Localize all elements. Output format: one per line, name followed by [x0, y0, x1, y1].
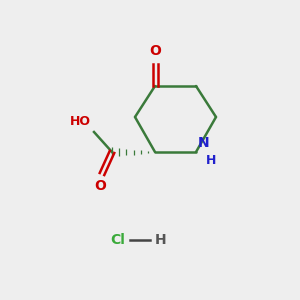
- Text: HO: HO: [70, 115, 91, 128]
- Text: Cl: Cl: [111, 233, 125, 247]
- Text: H: H: [206, 154, 216, 167]
- Text: H: H: [155, 233, 166, 247]
- Text: O: O: [94, 179, 106, 193]
- Text: N: N: [198, 136, 210, 150]
- Text: O: O: [149, 44, 161, 58]
